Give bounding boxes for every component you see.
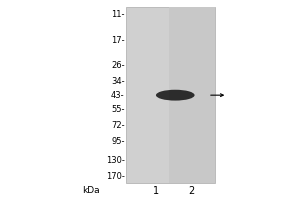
Text: 26-: 26- [111,61,125,70]
Text: 170-: 170- [106,172,125,181]
Text: 72-: 72- [111,121,125,130]
Text: 95-: 95- [111,137,125,146]
FancyBboxPatch shape [169,7,215,183]
Text: 43-: 43- [111,91,125,100]
Text: 130-: 130- [106,156,125,165]
Text: 55-: 55- [111,105,125,114]
Text: 34-: 34- [111,77,125,86]
Text: 2: 2 [188,186,195,196]
Text: 1: 1 [153,186,159,196]
FancyBboxPatch shape [126,7,215,183]
Text: 17-: 17- [111,36,125,45]
Text: 11-: 11- [111,10,125,19]
Text: kDa: kDa [82,186,99,195]
Ellipse shape [156,90,195,101]
